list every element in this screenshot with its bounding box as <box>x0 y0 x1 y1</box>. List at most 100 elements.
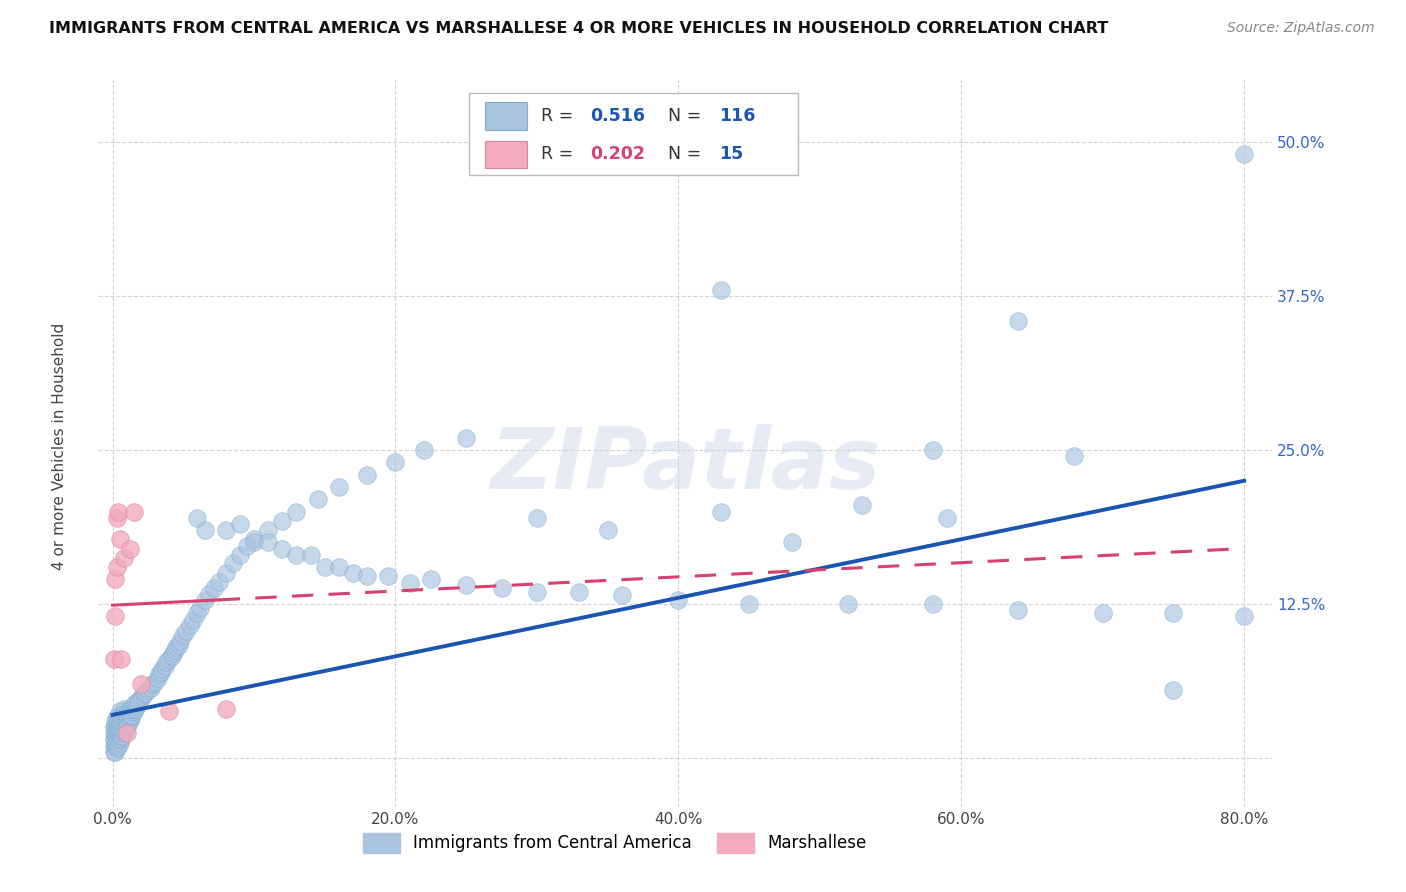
Text: 116: 116 <box>720 107 756 125</box>
Point <box>412 442 434 457</box>
Point <box>1091 606 1114 620</box>
Point <box>107 714 129 728</box>
Point <box>299 548 322 562</box>
Point <box>110 732 132 747</box>
Point <box>1233 147 1256 161</box>
Point <box>103 720 125 734</box>
Point <box>307 492 329 507</box>
Bar <box>470 94 799 175</box>
Legend: Immigrants from Central America, Marshallese: Immigrants from Central America, Marshal… <box>357 826 873 860</box>
Point <box>128 693 150 707</box>
Point <box>107 739 129 753</box>
Point <box>111 723 134 738</box>
Point <box>122 504 145 518</box>
Point <box>104 714 127 728</box>
Point <box>104 739 127 753</box>
Point <box>174 624 197 638</box>
Point <box>105 729 128 743</box>
Point <box>110 726 132 740</box>
Point <box>118 701 141 715</box>
Point <box>139 681 162 695</box>
Point <box>157 652 180 666</box>
Point <box>103 652 125 666</box>
Point <box>117 704 139 718</box>
Point <box>197 587 219 601</box>
Point <box>1007 603 1029 617</box>
Point <box>710 504 733 518</box>
Text: IMMIGRANTS FROM CENTRAL AMERICA VS MARSHALLESE 4 OR MORE VEHICLES IN HOUSEHOLD C: IMMIGRANTS FROM CENTRAL AMERICA VS MARSH… <box>49 21 1108 36</box>
Point <box>111 729 134 743</box>
Point <box>342 566 364 581</box>
Point <box>1163 683 1185 698</box>
Point <box>179 618 201 632</box>
Point <box>120 710 142 724</box>
Point <box>419 572 441 586</box>
Point <box>141 677 163 691</box>
Point <box>596 523 619 537</box>
Text: ZIPatlas: ZIPatlas <box>491 424 880 507</box>
Point <box>105 741 128 756</box>
Point <box>169 634 191 648</box>
Point <box>666 593 689 607</box>
Point <box>384 455 406 469</box>
Point <box>710 283 733 297</box>
Point <box>104 732 127 747</box>
Point <box>125 699 148 714</box>
Point <box>121 707 143 722</box>
Point <box>193 523 215 537</box>
Point <box>922 442 945 457</box>
Point <box>851 499 873 513</box>
Point <box>114 716 136 731</box>
Point <box>526 510 548 524</box>
Point <box>110 707 132 722</box>
Point <box>181 613 204 627</box>
Point <box>215 701 238 715</box>
Point <box>108 532 131 546</box>
Point <box>114 723 136 738</box>
Point <box>1063 449 1085 463</box>
Point <box>104 745 127 759</box>
Bar <box>485 141 527 169</box>
Point <box>124 701 146 715</box>
Point <box>105 723 128 738</box>
Point <box>104 609 127 624</box>
Text: N =: N = <box>668 107 707 125</box>
Point <box>110 714 132 728</box>
Point <box>568 584 591 599</box>
Point <box>115 707 138 722</box>
Point <box>108 736 131 750</box>
Text: 0.516: 0.516 <box>591 107 645 125</box>
Point <box>193 593 215 607</box>
Point <box>110 720 132 734</box>
Point <box>105 560 128 574</box>
Point <box>922 597 945 611</box>
Point <box>271 515 294 529</box>
Point <box>107 732 129 747</box>
Point <box>120 704 142 718</box>
Point <box>115 726 138 740</box>
Point <box>131 690 153 704</box>
Point <box>377 568 399 582</box>
Point <box>108 710 131 724</box>
Text: 4 or more Vehicles in Household: 4 or more Vehicles in Household <box>52 322 66 570</box>
Point <box>112 707 135 722</box>
Point <box>136 683 159 698</box>
Point <box>215 566 238 581</box>
Point <box>229 548 252 562</box>
Point <box>229 516 252 531</box>
Point <box>328 480 350 494</box>
Point <box>491 581 513 595</box>
Point <box>456 431 478 445</box>
Text: R =: R = <box>541 107 579 125</box>
Point <box>208 574 231 589</box>
Point <box>129 691 152 706</box>
Point <box>122 698 145 712</box>
Point <box>127 696 149 710</box>
Text: 15: 15 <box>720 145 744 163</box>
Point <box>146 671 169 685</box>
Point <box>117 716 139 731</box>
Point <box>526 584 548 599</box>
Point <box>104 720 127 734</box>
Point <box>105 736 128 750</box>
Point <box>110 652 132 666</box>
